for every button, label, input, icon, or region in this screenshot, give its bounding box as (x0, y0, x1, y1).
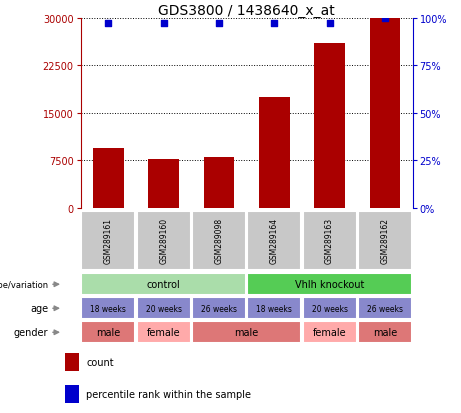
Text: 20 weeks: 20 weeks (312, 304, 348, 313)
Bar (358, 297, 412, 320)
Bar (247, 273, 412, 296)
Bar (247, 297, 301, 320)
Text: genotype/variation: genotype/variation (0, 280, 48, 289)
Title: GDS3800 / 1438640_x_at: GDS3800 / 1438640_x_at (158, 4, 335, 18)
Bar (81, 297, 136, 320)
Bar (65, 353, 79, 371)
Bar (136, 297, 191, 320)
Bar (93, 148, 124, 209)
Point (271, 21, 278, 28)
Text: 26 weeks: 26 weeks (201, 304, 237, 313)
Bar (192, 321, 301, 344)
Text: GSM289164: GSM289164 (270, 218, 279, 263)
Bar (358, 321, 412, 344)
Bar (370, 19, 400, 209)
Text: female: female (313, 328, 346, 337)
Text: control: control (147, 280, 181, 290)
Text: Vhlh knockout: Vhlh knockout (295, 280, 364, 290)
Bar (65, 385, 79, 403)
Bar (192, 211, 246, 270)
Bar (81, 211, 136, 270)
Text: GSM289160: GSM289160 (159, 218, 168, 263)
Text: GSM289162: GSM289162 (380, 218, 390, 263)
Bar (358, 211, 412, 270)
Bar (302, 211, 357, 270)
Point (160, 21, 167, 28)
Bar (247, 211, 301, 270)
Point (215, 21, 223, 28)
Bar (81, 273, 246, 296)
Text: GSM289098: GSM289098 (214, 218, 224, 263)
Point (381, 15, 389, 22)
Bar (136, 321, 191, 344)
Text: male: male (235, 328, 259, 337)
Bar (148, 159, 179, 209)
Bar (314, 44, 345, 209)
Bar (204, 157, 234, 209)
Text: male: male (373, 328, 397, 337)
Point (105, 21, 112, 28)
Text: 20 weeks: 20 weeks (146, 304, 182, 313)
Text: 26 weeks: 26 weeks (367, 304, 403, 313)
Bar (136, 211, 191, 270)
Text: GSM289161: GSM289161 (104, 218, 113, 263)
Text: 18 weeks: 18 weeks (90, 304, 126, 313)
Bar (302, 297, 357, 320)
Text: percentile rank within the sample: percentile rank within the sample (86, 389, 251, 399)
Text: count: count (86, 357, 114, 367)
Text: female: female (147, 328, 180, 337)
Text: age: age (30, 304, 48, 313)
Point (326, 21, 333, 28)
Bar (81, 321, 136, 344)
Text: 18 weeks: 18 weeks (256, 304, 292, 313)
Text: male: male (96, 328, 120, 337)
Bar (259, 98, 290, 209)
Text: GSM289163: GSM289163 (325, 218, 334, 263)
Bar (302, 321, 357, 344)
Text: gender: gender (14, 328, 48, 337)
Bar (192, 297, 246, 320)
